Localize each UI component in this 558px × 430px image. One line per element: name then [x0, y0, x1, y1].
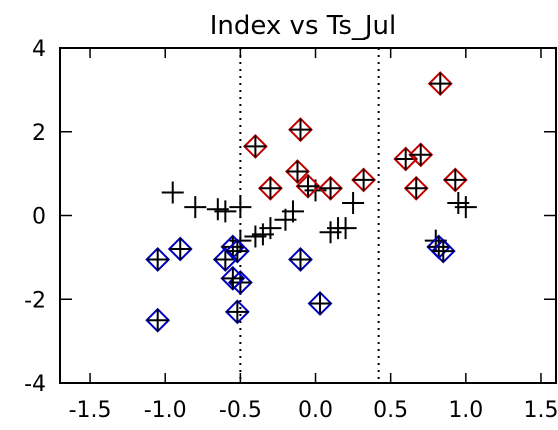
plus-point [309, 292, 332, 315]
plus-point [161, 181, 184, 204]
plot-frame [59, 47, 557, 384]
y-tick-label: -2 [24, 288, 46, 313]
plus-point [226, 300, 249, 323]
plus-point [342, 191, 365, 214]
chart-title: Index vs Ts_Jul [210, 11, 397, 41]
plus-point [184, 196, 207, 219]
y-tick-label: 4 [32, 37, 46, 62]
plus-point [214, 248, 237, 271]
plus-point [429, 72, 452, 95]
x-tick-label: -0.5 [219, 398, 262, 423]
plus-point [146, 248, 169, 271]
plus-point [352, 168, 375, 191]
x-tick-label: 0.5 [373, 398, 408, 423]
plus-point [281, 200, 304, 223]
y-tick-label: 0 [32, 205, 46, 230]
plus-point [226, 240, 249, 263]
x-tick-label: 0.0 [298, 398, 333, 423]
plus-point [259, 177, 282, 200]
plus-point [334, 217, 357, 240]
y-tick-label: 2 [32, 121, 46, 146]
plus-point [244, 135, 267, 158]
plus-point [432, 240, 455, 263]
plus-point [221, 267, 244, 290]
plus-point [229, 196, 252, 219]
plus-point [297, 175, 319, 198]
plus-point [289, 118, 312, 141]
plus-point [286, 160, 309, 183]
plus-point [214, 200, 237, 223]
plus-point [289, 248, 312, 271]
x-tick-label: 1.0 [448, 398, 483, 423]
plus-point [409, 143, 432, 166]
plus-point [405, 177, 428, 200]
plus-point [169, 238, 192, 260]
plus-point [454, 196, 477, 219]
plus-point [146, 309, 169, 332]
plot-area: -1.5 -1.0 -0.5 0.0 0.5 1.0 1.5 -4 -2 0 2 4 [24, 37, 558, 423]
x-tick-label: -1.0 [144, 398, 187, 423]
x-tick-label: -1.5 [69, 398, 112, 423]
plus-point [319, 177, 342, 200]
plus-point [444, 168, 467, 191]
y-tick-label: -4 [24, 372, 46, 397]
plus-point [221, 235, 244, 258]
plus-point [259, 217, 282, 240]
x-tick-label: 1.5 [523, 398, 558, 423]
plus-point [427, 235, 450, 258]
